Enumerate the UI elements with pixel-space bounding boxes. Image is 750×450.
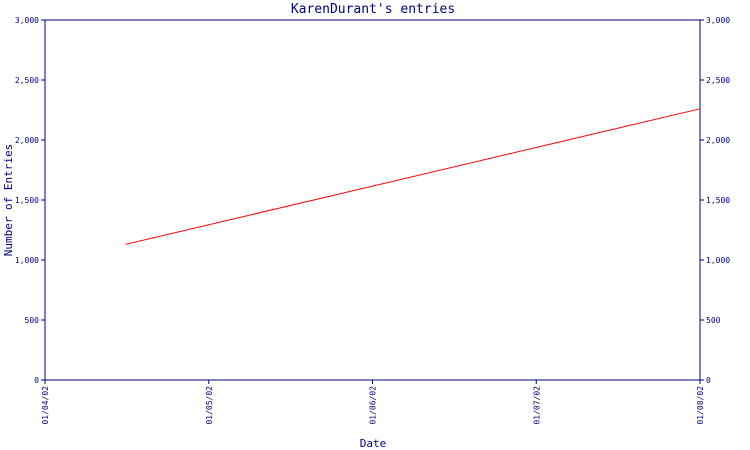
y-tick-label-left: 2,500 — [15, 76, 39, 85]
y-tick-label-left: 3,000 — [15, 16, 39, 25]
y-tick-label-right: 2,500 — [706, 76, 730, 85]
x-tick-label: 01/08/02 — [696, 386, 705, 425]
x-tick-label: 01/04/02 — [41, 386, 50, 425]
x-tick-label: 01/05/02 — [205, 386, 214, 425]
y-tick-label-right: 0 — [706, 376, 711, 385]
y-axis-title: Number of Entries — [2, 144, 15, 257]
y-tick-label-left: 2,000 — [15, 136, 39, 145]
plot-frame — [44, 19, 701, 381]
series-group — [125, 108, 701, 245]
x-tick-label: 01/07/02 — [532, 386, 541, 425]
y-ticks-left: 0 500 1,000 1,500 2,000 2,500 3,000 — [15, 16, 45, 385]
y-tick-label-left: 500 — [25, 316, 40, 325]
y-tick-label-left: 1,000 — [15, 256, 39, 265]
y-tick-label-left: 0 — [34, 376, 39, 385]
y-tick-label-right: 1,000 — [706, 256, 730, 265]
y-tick-label-left: 1,500 — [15, 196, 39, 205]
y-tick-label-right: 2,000 — [706, 136, 730, 145]
y-tick-label-right: 1,500 — [706, 196, 730, 205]
x-tick-label: 01/06/02 — [369, 386, 378, 425]
x-axis-title: Date — [360, 437, 387, 450]
x-ticks: 01/04/02 01/05/02 01/06/02 01/07/02 01/08/02 — [41, 380, 705, 425]
chart-title: KarenDurant's entries — [291, 2, 455, 17]
series-line — [125, 108, 701, 245]
y-ticks-right: 0 500 1,000 1,500 2,000 2,500 3,000 — [700, 16, 730, 385]
y-tick-label-right: 500 — [706, 316, 721, 325]
y-tick-label-right: 3,000 — [706, 16, 730, 25]
